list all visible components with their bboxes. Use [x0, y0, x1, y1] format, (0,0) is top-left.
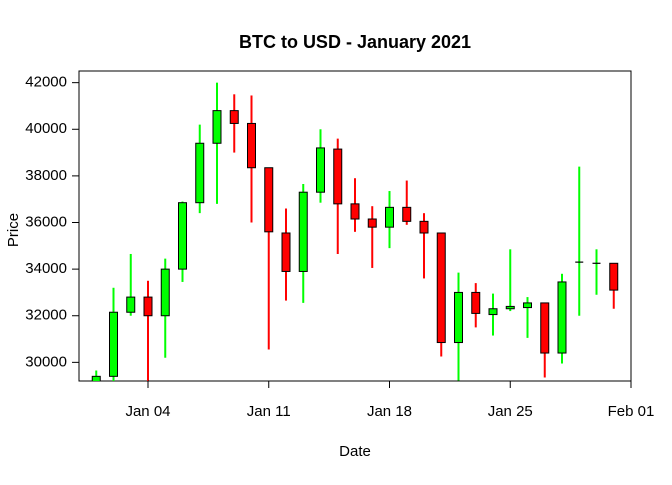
candle-body — [178, 202, 187, 270]
candle-body — [229, 110, 239, 124]
x-axis-label: Date — [339, 443, 371, 460]
candle-body — [385, 206, 394, 228]
candle-2021-01-01 — [91, 370, 101, 381]
candle-body — [247, 122, 256, 169]
candle-body — [540, 302, 550, 354]
candle-2021-01-26 — [523, 297, 532, 338]
candle-body — [264, 167, 274, 233]
candle-2021-01-14 — [316, 129, 325, 203]
candle-2021-01-09 — [229, 94, 239, 153]
x-tick-label: Feb 01 — [608, 403, 655, 420]
candle-2021-01-19 — [402, 180, 412, 225]
candle-2021-01-04 — [143, 280, 153, 381]
candle-2021-01-12 — [281, 208, 291, 301]
y-axis-label: Price — [5, 213, 22, 247]
candle-2021-01-03 — [126, 253, 136, 316]
candle-2021-01-24 — [488, 293, 498, 336]
y-tick-label: 38000 — [25, 167, 67, 184]
y-tick-label: 36000 — [25, 213, 67, 230]
candle-body — [109, 311, 118, 377]
candle-2021-01-25 — [505, 249, 515, 312]
chart-title: BTC to USD - January 2021 — [239, 32, 471, 52]
candle-body — [471, 291, 481, 314]
candle-2021-01-05 — [160, 258, 170, 358]
candle-2021-01-21 — [436, 232, 446, 357]
candle-body — [454, 291, 463, 344]
candle-2021-01-17 — [367, 206, 377, 268]
candle-2021-01-30 — [592, 249, 601, 295]
candle-2021-01-13 — [298, 184, 308, 303]
candle-2021-01-31 — [609, 262, 619, 309]
candle-body — [195, 142, 205, 204]
x-tick-label: Jan 25 — [488, 403, 533, 420]
y-tick-label: 42000 — [25, 74, 67, 91]
candle-body — [212, 110, 222, 144]
candle-body — [523, 302, 532, 309]
candle-body — [143, 296, 153, 317]
candle-body — [316, 147, 325, 193]
candle-2021-01-20 — [419, 213, 429, 279]
y-tick-label: 34000 — [25, 260, 67, 277]
candle-2021-01-18 — [385, 191, 394, 249]
candle-body — [298, 191, 308, 272]
candle-body — [91, 375, 101, 381]
y-tick-label: 40000 — [25, 120, 67, 137]
candle-2021-01-07 — [195, 124, 205, 214]
candle-2021-01-11 — [264, 167, 274, 350]
x-tick-label: Jan 04 — [125, 403, 170, 420]
candle-body — [160, 268, 170, 317]
candle-body — [281, 232, 291, 272]
y-axis: 30000 32000 34000 36000 38000 40000 42000 — [25, 74, 80, 370]
candle-2021-01-16 — [350, 178, 360, 232]
candle-body — [333, 148, 343, 205]
candle-body — [367, 218, 377, 228]
candle-body — [402, 206, 412, 222]
candle-body — [505, 305, 515, 310]
candle-body — [436, 232, 446, 344]
candle-2021-01-10 — [247, 95, 256, 223]
candle-2021-01-02 — [109, 287, 118, 381]
candle-body — [126, 296, 136, 313]
x-tick-label: Jan 11 — [247, 403, 291, 420]
candle-2021-01-06 — [178, 201, 187, 282]
candle-body — [488, 308, 498, 316]
y-tick-label: 30000 — [25, 353, 67, 370]
candle-2021-01-29 — [575, 166, 584, 316]
candle-2021-01-15 — [333, 138, 343, 254]
candle-2021-01-28 — [557, 273, 567, 364]
candle-2021-01-08 — [212, 82, 222, 204]
candle-body — [609, 262, 619, 291]
candle-2021-01-27 — [540, 302, 550, 378]
candle-body — [557, 281, 567, 354]
candle-2021-01-23 — [471, 283, 481, 328]
x-axis: Jan 04 Jan 11 Jan 18 Jan 25 Feb 01 — [125, 380, 655, 420]
candles-layer — [91, 82, 619, 381]
candle-2021-01-22 — [454, 272, 463, 381]
candle-body — [350, 203, 360, 220]
candle-body — [419, 220, 429, 234]
x-tick-label: Jan 18 — [367, 403, 412, 420]
y-tick-label: 32000 — [25, 307, 67, 324]
